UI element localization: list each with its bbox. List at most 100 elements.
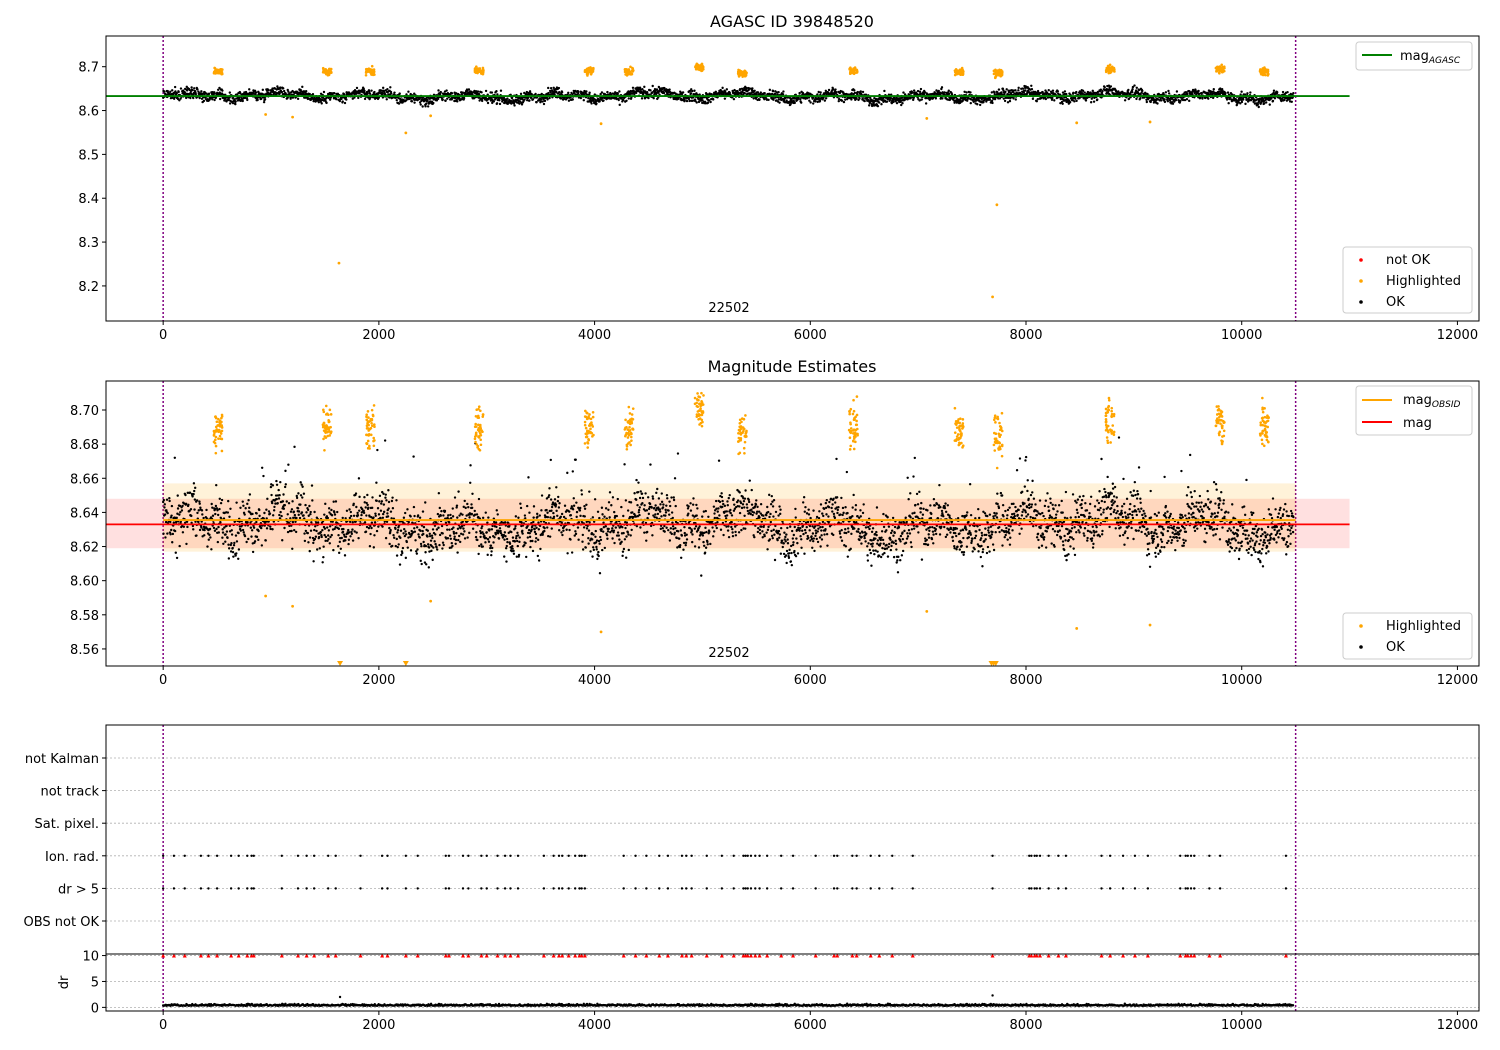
ok-point xyxy=(354,492,358,495)
panel1-xtick-label: 10000 xyxy=(1221,328,1262,343)
ok-point xyxy=(381,86,385,90)
ok-point xyxy=(888,98,892,102)
ok-point xyxy=(396,528,400,532)
ok-point xyxy=(781,93,785,96)
highlighted-outlier xyxy=(599,122,603,126)
ok-point xyxy=(256,98,259,102)
ok-point xyxy=(226,536,229,540)
ok-point xyxy=(357,536,360,540)
ok-point xyxy=(392,536,396,539)
ok-point xyxy=(413,530,417,533)
highlighted-point xyxy=(624,70,628,73)
ok-point xyxy=(174,551,177,554)
ok-point xyxy=(319,530,322,534)
ok-point xyxy=(239,529,243,532)
ok-point xyxy=(549,91,552,94)
ok-point xyxy=(395,537,398,541)
ok-point xyxy=(384,496,387,499)
ok-point xyxy=(490,96,493,100)
ok-point xyxy=(294,530,298,534)
ok-point xyxy=(287,463,290,466)
ok-point xyxy=(920,98,924,101)
ok-point xyxy=(1030,84,1033,87)
ok-point xyxy=(518,102,521,105)
ok-point xyxy=(587,97,590,100)
ok-point xyxy=(378,494,382,498)
ok-point xyxy=(850,92,853,95)
ok-point xyxy=(355,505,358,509)
panel1-title: AGASC ID 39848520 xyxy=(710,12,874,31)
ok-point xyxy=(348,516,352,520)
ok-point xyxy=(827,88,831,92)
ok-point xyxy=(249,526,253,529)
ok-point xyxy=(528,90,532,93)
ok-point xyxy=(403,527,406,531)
ok-point xyxy=(175,556,179,560)
ok-point xyxy=(355,531,358,534)
ok-point xyxy=(965,91,968,94)
ok-point xyxy=(190,86,193,89)
highlighted-outlier xyxy=(264,113,268,116)
ok-point xyxy=(313,528,316,532)
ok-point xyxy=(404,556,408,560)
ok-point xyxy=(1056,90,1060,93)
ok-point xyxy=(289,97,292,100)
ok-point xyxy=(876,104,880,108)
ok-point xyxy=(476,90,480,93)
ok-point xyxy=(421,105,424,108)
ok-point xyxy=(1212,88,1215,91)
ok-point xyxy=(386,515,390,518)
ok-point xyxy=(695,101,698,104)
ok-point xyxy=(293,529,296,532)
highlighted-point xyxy=(744,71,748,75)
ok-point xyxy=(234,534,238,537)
ok-point xyxy=(397,543,400,546)
ok-point xyxy=(606,90,609,94)
ok-point xyxy=(842,100,846,104)
ok-point xyxy=(753,89,756,92)
ok-point xyxy=(395,499,398,502)
ok-point xyxy=(227,557,231,560)
ok-point xyxy=(225,530,229,533)
ok-point xyxy=(363,496,366,499)
ok-point xyxy=(234,100,237,103)
ok-point xyxy=(343,93,346,96)
ok-point xyxy=(390,499,394,503)
ok-point xyxy=(655,88,659,91)
ok-point xyxy=(571,93,574,96)
ok-point xyxy=(309,512,312,516)
ok-point xyxy=(571,98,574,101)
ok-point xyxy=(814,100,817,103)
ok-point xyxy=(275,483,279,486)
ok-point xyxy=(403,511,407,515)
ok-point xyxy=(495,90,498,93)
ok-point xyxy=(347,528,350,532)
ok-point xyxy=(283,485,287,489)
ok-point xyxy=(1072,91,1075,94)
ok-point xyxy=(924,102,928,105)
ok-point xyxy=(401,551,404,555)
ok-point xyxy=(520,103,524,106)
ok-point xyxy=(602,99,605,102)
ok-point xyxy=(182,525,186,529)
ok-point xyxy=(200,90,203,93)
ok-point xyxy=(856,92,859,96)
ok-point xyxy=(232,555,235,558)
highlighted-point xyxy=(627,68,631,71)
ok-point xyxy=(384,493,387,496)
ok-point xyxy=(198,96,201,100)
ok-point xyxy=(216,540,220,544)
ok-point xyxy=(415,552,419,555)
ok-point xyxy=(426,105,430,108)
ok-point xyxy=(528,99,531,102)
ok-point xyxy=(206,545,209,548)
ok-point xyxy=(200,509,204,512)
ok-point xyxy=(867,104,871,107)
ok-point xyxy=(299,494,303,497)
ok-point xyxy=(218,497,221,500)
highlighted-point xyxy=(698,64,702,67)
ok-point xyxy=(341,530,345,534)
ok-point xyxy=(337,551,341,555)
ok-point xyxy=(239,506,242,509)
